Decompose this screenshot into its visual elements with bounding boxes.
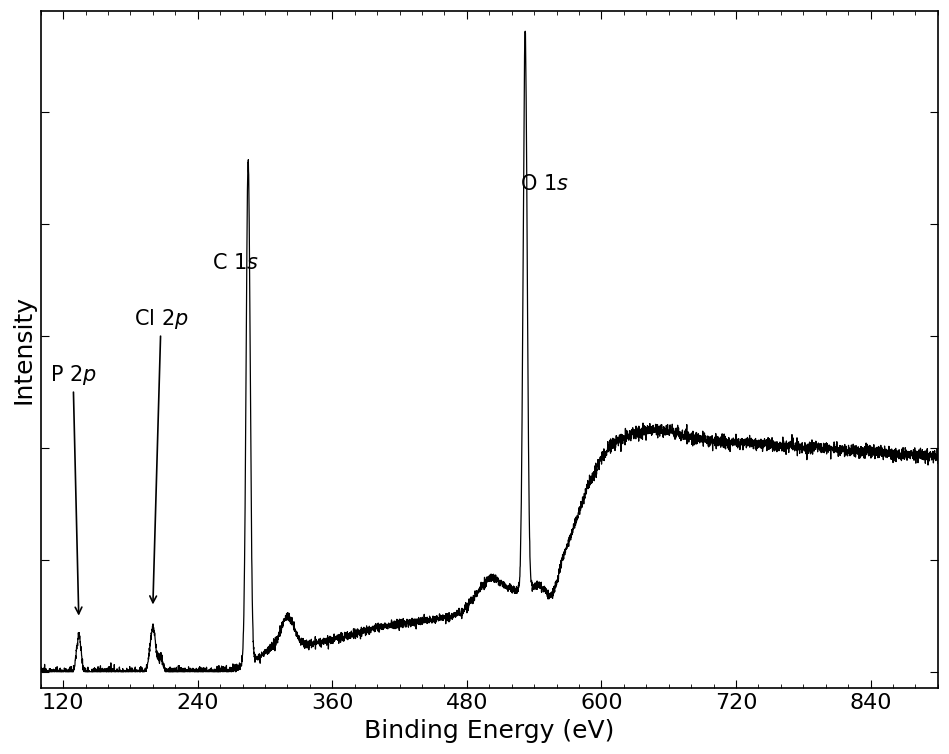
Text: Cl 2$p$: Cl 2$p$ <box>134 307 188 602</box>
X-axis label: Binding Energy (eV): Binding Energy (eV) <box>364 719 614 743</box>
Y-axis label: Intensity: Intensity <box>11 296 35 404</box>
Text: C 1$s$: C 1$s$ <box>213 253 259 273</box>
Text: O 1$s$: O 1$s$ <box>519 174 568 195</box>
Text: P 2$p$: P 2$p$ <box>49 363 97 614</box>
